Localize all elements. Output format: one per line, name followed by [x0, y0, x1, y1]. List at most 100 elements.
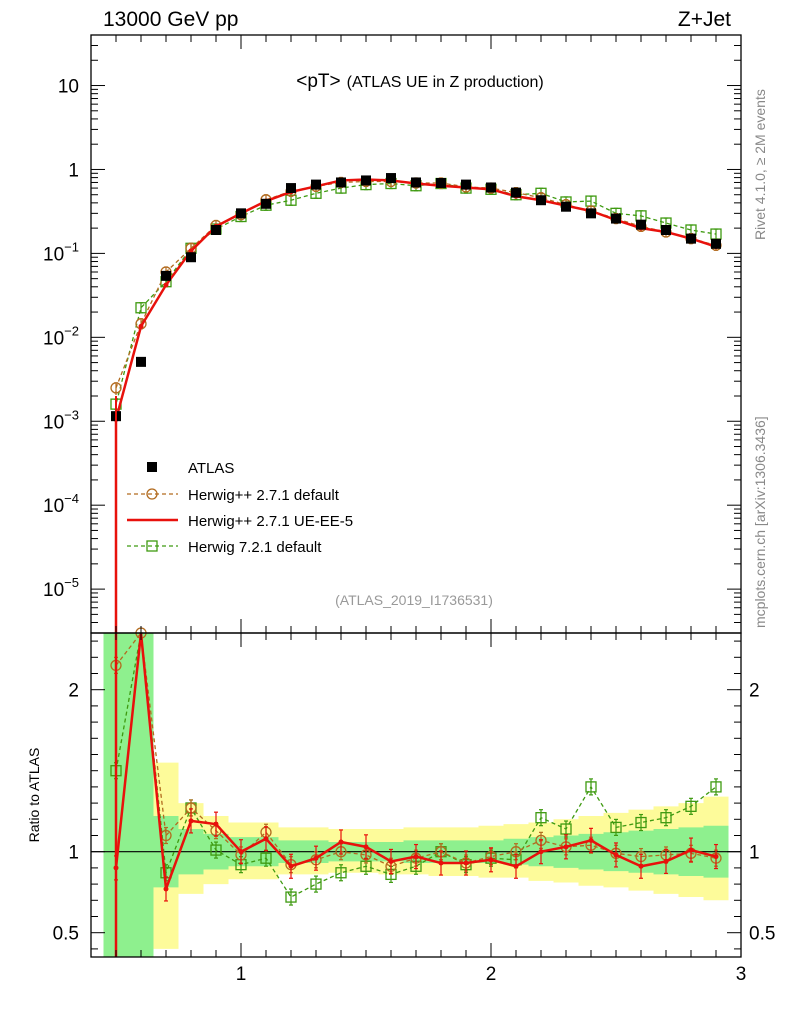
ratio-herwig-ue-point: [213, 821, 219, 827]
atlas-data-point: [436, 177, 446, 188]
atlas-data-point: [511, 187, 521, 198]
ratio-herwig-ue-point: [613, 852, 619, 858]
x-tick-label: 2: [486, 964, 497, 985]
ratio-axis-label: Ratio to ATLAS: [26, 748, 42, 843]
rivet-version-label: Rivet 4.1.0, ≥ 2M events: [752, 89, 768, 240]
y-tick-label: 10: [58, 77, 79, 98]
ratio-herwig-ue-point: [438, 860, 444, 866]
atlas-data-point: [686, 233, 696, 244]
ratio-herwig7-point: [560, 823, 572, 835]
ratio-herwig-ue-point: [238, 849, 244, 855]
main-herwig-def-line: [115, 180, 717, 633]
main-herwig7-point: [135, 302, 147, 314]
atlas-data-point: [661, 224, 671, 235]
ratio-y-tick-label-right: 1: [749, 843, 760, 864]
legend-atlas-marker: [147, 462, 157, 472]
analysis-label: (ATLAS_2019_I1736531): [335, 592, 493, 608]
ratio-herwig-ue-point: [588, 837, 594, 843]
axes-layer: 1 2 3 10 1 10−1 10−2 10−3 10−4 10−5 0.5 0.5 1 1 2 2: [43, 34, 775, 985]
atlas-data-point: [386, 173, 396, 184]
ratio-herwig-ue-point: [413, 854, 419, 860]
atlas-data-point: [336, 177, 346, 188]
ratio-herwig-ue-point: [538, 849, 544, 855]
ratio-herwig7-point: [210, 844, 222, 856]
atlas-data-point: [461, 179, 471, 190]
ratio-herwig-ue-point: [488, 857, 494, 863]
legend-herwig-ue-label: Herwig++ 2.7.1 UE-EE-5: [188, 513, 353, 530]
main-herwig-ue-line: [114, 178, 717, 633]
process-label: Z+Jet: [678, 8, 731, 31]
main-herwig-ue-point: [138, 323, 144, 329]
data-layer: [91, 173, 741, 957]
atlas-data-point: [186, 252, 196, 263]
ratio-herwig-ue-point: [288, 863, 294, 869]
ratio-herwig7-point: [285, 891, 297, 903]
plot-title-sub: (ATLAS UE in Z production): [347, 74, 544, 91]
ratio-y-tick-label-right: 0.5: [749, 924, 775, 945]
atlas-data-point: [486, 182, 496, 193]
ratio-herwig-ue-point: [463, 860, 469, 866]
ratio-herwig7-point: [635, 816, 647, 829]
ratio-herwig7-point: [685, 800, 697, 812]
atlas-data-point: [636, 219, 646, 230]
ratio-y-tick-label-left: 2: [68, 681, 79, 702]
ratio-herwig-ue-point: [163, 886, 169, 892]
ratio-herwig-ue-point: [563, 844, 569, 850]
ratio-herwig7-point: [310, 878, 322, 890]
atlas-data-point: [236, 208, 246, 219]
ratio-herwig-ue-point: [713, 854, 719, 860]
background-layer: [103, 633, 729, 957]
ratio-herwig-ue-point: [363, 844, 369, 850]
ratio-herwig7-point: [610, 821, 622, 834]
legend-herwig7-label: Herwig 7.2.1 default: [188, 539, 322, 556]
ratio-herwig-ue-point: [688, 847, 694, 853]
atlas-data-point: [711, 238, 721, 249]
plot-title: <pT> (ATLAS UE in Z production): [296, 71, 543, 92]
main-herwig-ue-point: [163, 282, 169, 288]
ratio-herwig-ue-point: [338, 839, 344, 845]
ratio-herwig-ue-point: [638, 863, 644, 869]
ratio-herwig7-point: [260, 852, 272, 864]
atlas-data-point: [136, 356, 146, 367]
atlas-data-point: [311, 179, 321, 190]
legend-atlas-label: ATLAS: [188, 460, 234, 477]
y-tick-label: 10−1: [43, 239, 79, 265]
uncertainty-band-yellow: [103, 633, 729, 957]
y-tick-label: 10−4: [43, 491, 79, 517]
legend-herwig-def-label: Herwig++ 2.7.1 default: [188, 487, 340, 504]
atlas-data-point: [536, 195, 546, 206]
main-herwig-def-point: [110, 382, 122, 394]
main-herwig-ue-point: [188, 248, 194, 254]
legend: ATLAS Herwig++ 2.7.1 default Herwig++ 2.7.…: [127, 460, 353, 556]
x-tick-label: 1: [236, 964, 247, 985]
ratio-y-tick-label-left: 1: [68, 843, 79, 864]
atlas-data-point: [586, 208, 596, 219]
y-tick-label: 1: [68, 160, 79, 181]
ratio-herwig7-point: [710, 781, 722, 793]
y-tick-label: 10−3: [43, 407, 79, 433]
atlas-data-point: [611, 213, 621, 224]
ratio-herwig7-point: [535, 812, 547, 824]
ratio-herwig-ue-point: [263, 836, 269, 842]
ratio-herwig7-point: [660, 812, 672, 824]
ratio-herwig7-point: [585, 781, 597, 793]
atlas-data-point: [411, 177, 421, 188]
plot-title-main: <pT>: [296, 71, 340, 92]
uncertainty-band-green: [103, 633, 729, 957]
ratio-herwig-ue-point: [513, 863, 519, 869]
ratio-herwig-ue-point: [188, 818, 194, 824]
atlas-data-point: [211, 224, 221, 235]
ratio-panel-frame: [90, 632, 742, 958]
x-tick-label: 3: [736, 964, 747, 985]
atlas-data-point: [286, 183, 296, 194]
legend-herwig7-marker: [146, 540, 158, 552]
ratio-herwig-ue-point: [663, 858, 669, 864]
mcplots-label: mcplots.cern.ch [arXiv:1306.3436]: [752, 416, 768, 628]
y-tick-label: 10−5: [43, 575, 79, 601]
ratio-y-tick-label-left: 0.5: [53, 924, 79, 945]
ratio-herwig-ue-point: [313, 855, 319, 861]
atlas-data-point: [561, 201, 571, 212]
ratio-herwig-ue-point: [388, 858, 394, 864]
legend-herwig-def-marker: [146, 488, 158, 500]
